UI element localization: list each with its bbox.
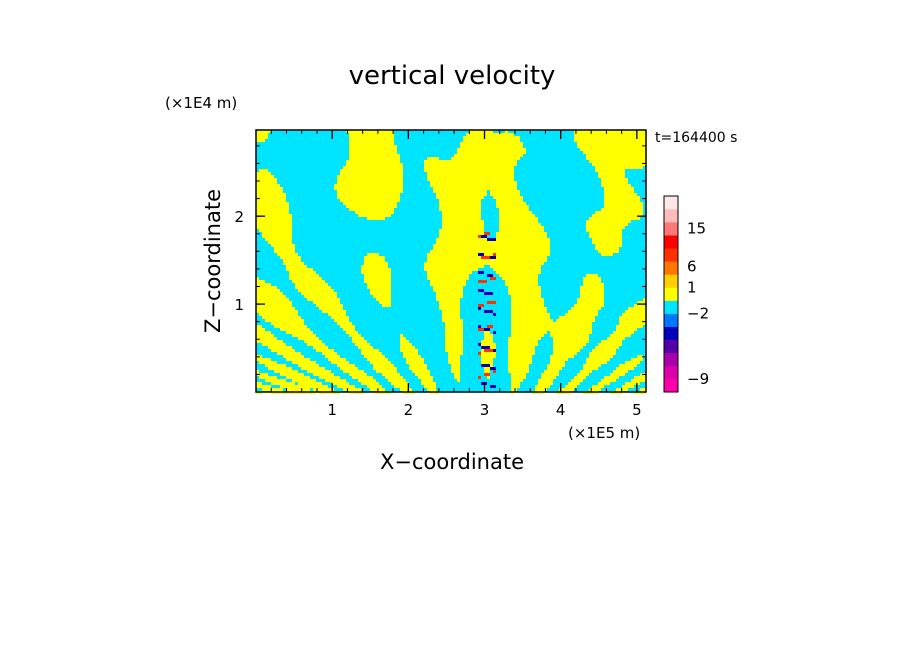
chart-title: vertical velocity <box>349 61 556 91</box>
colorbar-frame <box>663 195 679 393</box>
y-tick-label: 1 <box>234 296 244 314</box>
y-axis-label: Z−coordinate <box>201 189 225 333</box>
colorbar-swatch <box>664 274 678 288</box>
x-tick-label: 1 <box>327 401 337 419</box>
plot-frame <box>255 129 647 393</box>
colorbar-swatch <box>664 326 678 341</box>
plot-area <box>255 129 647 394</box>
x-tick-label: 5 <box>632 401 642 419</box>
colorbar-label: 1 <box>687 278 697 296</box>
colorbar-swatch <box>664 339 678 354</box>
colorbar-swatch <box>664 300 678 314</box>
x-tick-label: 3 <box>480 401 490 419</box>
colorbar-swatch <box>664 365 678 380</box>
x-unit-label: (×1E5 m) <box>568 424 640 442</box>
colorbar-swatch <box>664 313 678 327</box>
colorbar-swatch <box>664 209 678 223</box>
colorbar-swatch <box>664 196 678 210</box>
x-axis-label: X−coordinate <box>380 450 524 474</box>
colorbar-swatch <box>664 248 678 262</box>
colorbar-label: 6 <box>687 258 697 276</box>
colorbar-swatch <box>664 222 678 236</box>
colorbar-swatch <box>664 378 678 393</box>
colorbar-swatch <box>664 261 678 275</box>
colorbar-swatch <box>664 287 678 301</box>
y-unit-label: (×1E4 m) <box>165 94 237 112</box>
colorbar-label: −2 <box>687 305 709 323</box>
colorbar-swatch <box>664 235 678 249</box>
x-tick-label: 2 <box>404 401 414 419</box>
y-axis: 12 <box>234 145 646 375</box>
colorbar-label: 15 <box>687 220 706 238</box>
y-tick-label: 2 <box>234 208 244 226</box>
x-tick-label: 4 <box>556 401 566 419</box>
colorbar-swatch <box>664 352 678 367</box>
colorbar: −9 −2 1 6 15 <box>663 195 709 393</box>
time-label: t=164400 s <box>655 130 737 146</box>
colorbar-label: −9 <box>687 370 709 388</box>
x-axis: 1 2 3 4 5 <box>270 130 642 419</box>
velocity-field <box>256 130 646 394</box>
